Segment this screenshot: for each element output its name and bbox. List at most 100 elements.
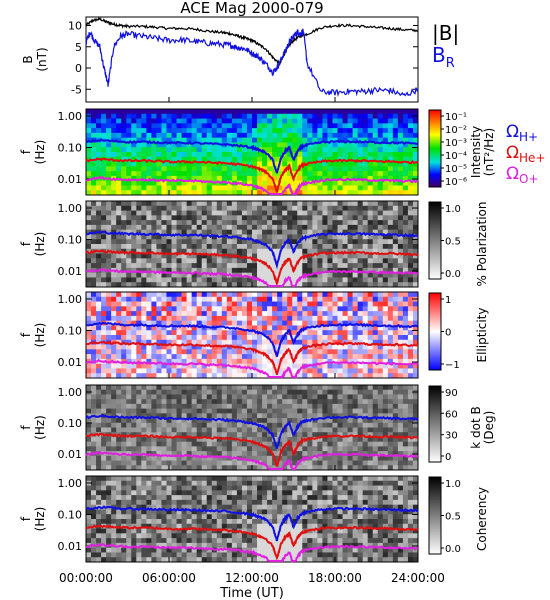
heatmap-cell (407, 403, 414, 410)
heatmap-cell (156, 418, 162, 424)
heatmap-cell (342, 446, 348, 452)
heatmap-cell (272, 113, 278, 119)
heatmap-cells (86, 201, 419, 288)
heatmap-cell (86, 485, 92, 491)
heatmap-cell (91, 215, 97, 221)
heatmap-cell (402, 215, 409, 221)
heatmap-cell (236, 451, 243, 457)
heatmap-cell (236, 373, 243, 379)
heatmap-cell (272, 282, 278, 288)
heatmap-cell (272, 358, 278, 365)
heatmap-cell (312, 413, 318, 419)
heatmap-cell (322, 306, 328, 312)
heatmap-cell (382, 455, 389, 461)
heatmap-cell (141, 339, 147, 345)
heatmap-cell (111, 306, 117, 312)
heatmap-cell (126, 128, 132, 134)
heatmap-cell (257, 306, 263, 312)
heatmap-cell (282, 118, 288, 124)
heatmap-cell (357, 277, 364, 283)
heatmap-cell (317, 277, 323, 283)
heatmap-cell (397, 399, 404, 405)
heatmap-cell (151, 118, 157, 124)
heatmap-cell (196, 389, 203, 395)
heatmap-cell (101, 258, 107, 264)
heatmap-cell (302, 263, 308, 269)
heatmap-cell (262, 460, 268, 466)
heatmap-cell (262, 306, 268, 312)
heatmap-cell (362, 441, 369, 447)
heatmap-cell (327, 306, 333, 312)
heatmap-cell (196, 229, 203, 235)
heatmap-cell (282, 180, 288, 186)
heatmap-cell (166, 363, 172, 369)
heatmap-cell (101, 311, 107, 317)
heatmap-cell (402, 422, 409, 428)
heatmap-cell (377, 394, 384, 400)
heatmap-cell (121, 118, 127, 124)
heatmap-cell (412, 413, 419, 419)
heatmap-cell (96, 533, 102, 539)
heatmap-cell (317, 175, 323, 182)
heatmap-cell (191, 330, 198, 336)
heatmap-cell (322, 385, 328, 391)
heatmap-cell (86, 311, 92, 317)
heatmap-cell (161, 166, 167, 172)
heatmap-cell (317, 408, 323, 414)
heatmap-cell (86, 123, 92, 129)
heatmap-cell (377, 320, 384, 326)
heatmap-cell (377, 385, 384, 391)
heatmap-cell (277, 128, 283, 134)
heatmap-cell (201, 258, 208, 264)
heatmap-cell (357, 399, 364, 405)
heatmap-cell (111, 330, 117, 336)
heatmap-cell (297, 418, 303, 424)
heatmap-cell (352, 427, 359, 433)
heatmap-cell (277, 427, 283, 433)
heatmap-cell (146, 460, 152, 466)
heatmap-cell (322, 320, 328, 326)
heatmap-cell (372, 455, 379, 461)
panel-b-ylabel: B (nT) (21, 47, 49, 71)
heatmap-cell (156, 190, 162, 196)
heatmap-cell (146, 277, 152, 283)
heatmap-cell (347, 436, 354, 443)
heatmap-cell (262, 335, 268, 341)
heatmap-cell (402, 436, 409, 443)
heatmap-cell (206, 147, 213, 153)
colorbar (428, 109, 442, 188)
heatmap-cell (231, 185, 238, 191)
heatmap-cell (171, 224, 177, 231)
heatmap-cell (151, 201, 157, 207)
heatmap-cell (352, 229, 359, 235)
heatmap-cell (397, 220, 404, 226)
heatmap-cell (412, 201, 419, 207)
heatmap-cell (196, 451, 203, 457)
heatmap-cell (171, 253, 177, 259)
heatmap-cell (292, 253, 298, 259)
heatmap-cell (312, 215, 318, 221)
heatmap-cell (282, 354, 288, 360)
heatmap-cell (186, 123, 193, 129)
heatmap-cell (282, 418, 288, 424)
heatmap-cell (136, 118, 142, 124)
heatmap-cell (302, 403, 308, 410)
heatmap-cell (106, 253, 112, 259)
heatmap-cell (282, 224, 288, 231)
heatmap-cell (297, 180, 303, 186)
heatmap-cell (216, 432, 223, 438)
heatmap-cell (136, 175, 142, 182)
heatmap-cell (252, 205, 258, 211)
heatmap-cell (216, 344, 223, 350)
heatmap-cell (181, 335, 188, 341)
heatmap-cell (307, 166, 313, 172)
heatmap-cell (412, 185, 419, 191)
heatmap-cell (186, 253, 193, 259)
heatmap-cell (347, 408, 354, 414)
heatmap-cell (257, 358, 263, 365)
heatmap-cell (307, 220, 313, 226)
heatmap-cell (347, 385, 354, 391)
heatmap-cell (216, 296, 223, 302)
heatmap-cell (322, 441, 328, 447)
heatmap-cell (257, 446, 263, 452)
